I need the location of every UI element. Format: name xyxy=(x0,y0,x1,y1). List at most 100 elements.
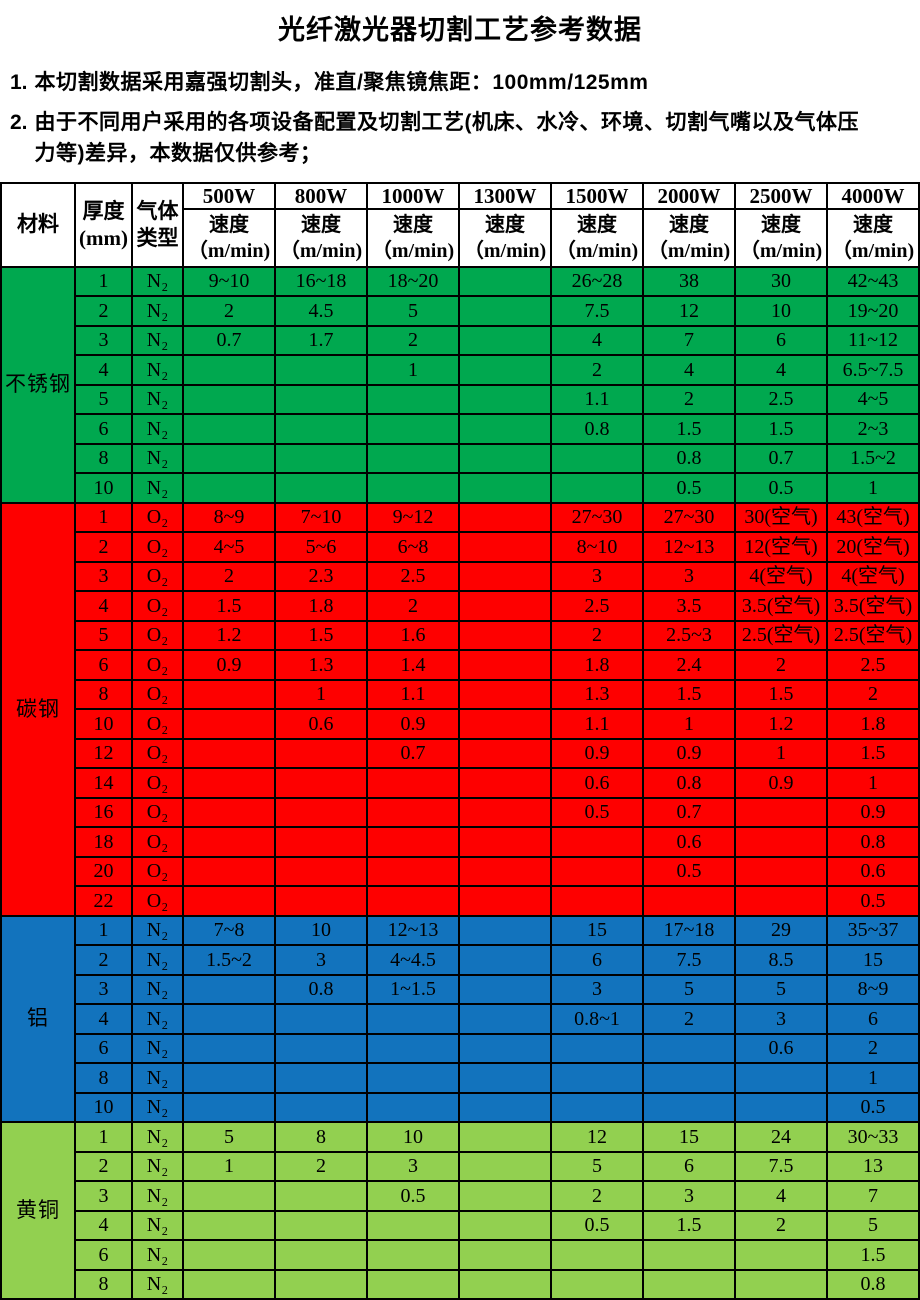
gas-cell: N₂ xyxy=(131,944,184,976)
speed-cell: 2 xyxy=(366,590,460,622)
gas-cell: N₂ xyxy=(131,914,184,946)
thickness-cell: 14 xyxy=(74,767,133,799)
speed-cell: 2 xyxy=(550,1180,644,1212)
speed-cell: 27~30 xyxy=(642,501,736,533)
gas-cell: O₂ xyxy=(131,649,184,681)
speed-cell: 5 xyxy=(182,1121,276,1153)
speed-cell xyxy=(458,383,552,415)
speed-cell: 3.5 xyxy=(642,590,736,622)
gas-cell: O₂ xyxy=(131,590,184,622)
speed-cell: 0.8~1 xyxy=(550,1003,644,1035)
speed-cell: 0.6 xyxy=(274,708,368,740)
speed-cell: 0.8 xyxy=(826,826,920,858)
speed-cell: 1 xyxy=(366,354,460,386)
power-header-1500w: 1500W xyxy=(550,181,644,210)
speed-cell: 2 xyxy=(274,1150,368,1182)
speed-cell xyxy=(458,1091,552,1123)
speed-cell xyxy=(458,1032,552,1064)
speed-cell: 2 xyxy=(550,619,644,651)
speed-cell xyxy=(458,501,552,533)
speed-cell xyxy=(182,1209,276,1241)
speed-cell: 1.5 xyxy=(826,1239,920,1271)
speed-cell xyxy=(458,973,552,1005)
gas-cell: O₂ xyxy=(131,560,184,592)
speed-cell: 0.7 xyxy=(366,737,460,769)
gas-cell: N₂ xyxy=(131,1091,184,1123)
gas-cell: O₂ xyxy=(131,767,184,799)
speed-cell xyxy=(274,1180,368,1212)
thickness-cell: 12 xyxy=(74,737,133,769)
thickness-cell: 20 xyxy=(74,855,133,887)
speed-cell: 7.5 xyxy=(550,295,644,327)
speed-cell xyxy=(458,265,552,297)
table-body: 不锈钢 1 N₂ 9~10 16~18 18~20 26~28 38 30 42~43 2 N₂ 2 4.… xyxy=(0,265,920,1300)
speed-cell: 11~12 xyxy=(826,324,920,356)
gas-cell: O₂ xyxy=(131,531,184,563)
speed-cell xyxy=(182,708,276,740)
speed-cell: 1 xyxy=(734,737,828,769)
speed-cell: 0.6 xyxy=(826,855,920,887)
speed-cell: 0.8 xyxy=(826,1268,920,1300)
gas-cell: N₂ xyxy=(131,1032,184,1064)
speed-cell: 8.5 xyxy=(734,944,828,976)
table-header: 材料 厚度 (mm) 气体 类型 500W 800W 1000W 1300W 1… xyxy=(0,181,920,268)
speed-cell: 7 xyxy=(642,324,736,356)
table-row: 6 O₂ 0.9 1.3 1.4 1.8 2.4 2 2.5 xyxy=(1,649,920,681)
speed-cell: 2 xyxy=(642,383,736,415)
speed-cell: 5 xyxy=(642,973,736,1005)
speed-cell xyxy=(274,826,368,858)
speed-cell: 1.1 xyxy=(550,708,644,740)
speed-cell: 10 xyxy=(734,295,828,327)
speed-cell xyxy=(458,619,552,651)
thickness-cell: 3 xyxy=(74,1180,133,1212)
speed-cell xyxy=(550,855,644,887)
speed-cell xyxy=(734,1268,828,1300)
thickness-header: 厚度 (mm) xyxy=(74,181,133,268)
speed-cell xyxy=(458,354,552,386)
speed-cell: 0.5 xyxy=(734,472,828,504)
speed-cell: 0.5 xyxy=(826,885,920,917)
speed-cell: 0.8 xyxy=(642,767,736,799)
speed-cell: 2.5(空气) xyxy=(826,619,920,651)
speed-cell: 4 xyxy=(550,324,644,356)
thickness-cell: 2 xyxy=(74,1150,133,1182)
table-row: 10 N₂ 0.5 xyxy=(1,1091,920,1123)
thickness-cell: 2 xyxy=(74,944,133,976)
power-header-1300w: 1300W xyxy=(458,181,552,210)
speed-cell: 9~10 xyxy=(182,265,276,297)
speed-cell: 15 xyxy=(642,1121,736,1153)
speed-cell: 4 xyxy=(734,1180,828,1212)
speed-cell xyxy=(274,1239,368,1271)
speed-cell xyxy=(458,944,552,976)
speed-cell: 1.5~2 xyxy=(182,944,276,976)
speed-cell xyxy=(274,737,368,769)
thickness-cell: 1 xyxy=(74,1121,133,1153)
table-row: 碳钢 1 O₂ 8~9 7~10 9~12 27~30 27~30 30(空气) 43(空气) xyxy=(0,501,920,917)
material-cell: 不锈钢 xyxy=(0,265,76,504)
thickness-cell: 4 xyxy=(74,590,133,622)
gas-cell: N₂ xyxy=(131,472,184,504)
speed-cell: 35~37 xyxy=(826,914,920,946)
speed-cell: 3 xyxy=(642,1180,736,1212)
note-2-text: 由于不同用户采用的各项设备配置及切割工艺(机床、水冷、环境、切割气嘴以及气体压 … xyxy=(34,110,860,166)
speed-cell: 29 xyxy=(734,914,828,946)
speed-cell: 19~20 xyxy=(826,295,920,327)
gas-cell: N₂ xyxy=(131,1209,184,1241)
speed-cell: 0.5 xyxy=(826,1091,920,1123)
table-row: 2 N₂ 1.5~2 3 4~4.5 6 7.5 8.5 15 xyxy=(1,944,920,976)
speed-cell xyxy=(182,737,276,769)
thickness-cell: 2 xyxy=(74,531,133,563)
speed-cell xyxy=(366,472,460,504)
speed-cell: 8 xyxy=(274,1121,368,1153)
speed-cell: 1 xyxy=(182,1150,276,1182)
speed-unit-header: 速度 （m/min) xyxy=(826,207,920,268)
speed-cell xyxy=(458,295,552,327)
speed-cell xyxy=(366,796,460,828)
power-header-2500w: 2500W xyxy=(734,181,828,210)
speed-cell: 2 xyxy=(642,1003,736,1035)
header-row-speed-units: 速度 （m/min) 速度 （m/min) 速度 （m/min) 速度 （m/m… xyxy=(1,207,920,268)
speed-cell xyxy=(182,1091,276,1123)
speed-cell xyxy=(734,1239,828,1271)
speed-cell: 2.5 xyxy=(734,383,828,415)
thickness-cell: 3 xyxy=(74,324,133,356)
